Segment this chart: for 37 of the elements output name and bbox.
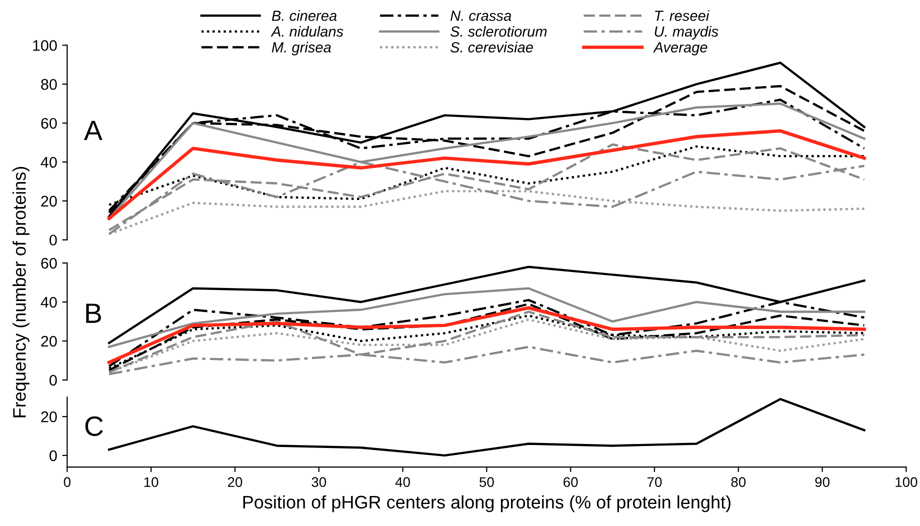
legend-label: T. reseei: [655, 10, 710, 21]
x-tick-label: 50: [480, 477, 494, 488]
x-tick-label: 80: [731, 477, 746, 488]
x-tick-label: 70: [647, 477, 662, 488]
legend-label: M. grisea: [272, 42, 331, 56]
legend-label: B. cinerea: [272, 10, 337, 21]
legend-label: A. nidulans: [270, 26, 344, 37]
y-tick-label: 80: [41, 79, 57, 90]
y-tick-label: 60: [41, 118, 57, 129]
y-tick-label: 0: [50, 374, 57, 386]
x-tick-label: 0: [64, 477, 70, 488]
annotation: C: [85, 416, 103, 436]
annotation: A: [84, 120, 102, 140]
y-tick-label: 20: [41, 196, 57, 207]
x-tick-label: 40: [395, 477, 410, 488]
legend-label: N. crassa: [450, 10, 512, 21]
y-tick-label: 40: [40, 296, 57, 308]
y-tick-label: 0: [50, 234, 57, 246]
legend-label: S. sclerotiorum: [450, 26, 547, 37]
x-tick-label: 20: [228, 477, 242, 488]
x-tick-label: 10: [144, 477, 158, 488]
x-tick-label: 90: [815, 477, 830, 488]
y-tick-label: 40: [40, 156, 57, 168]
legend-label: U. maydis: [654, 26, 718, 40]
y-tick-label: 60: [41, 258, 57, 269]
x-tick-label: 60: [564, 477, 578, 488]
y-tick-label: 20: [41, 411, 57, 422]
y-tick-label: 0: [50, 450, 57, 462]
y-tick-label: 100: [33, 40, 57, 51]
annotation: B: [86, 304, 101, 323]
y-tick-label: 20: [41, 336, 57, 347]
x-tick-label: 30: [312, 477, 326, 488]
legend-label: Average: [653, 42, 708, 56]
legend-label: S. cerevisiae: [450, 42, 533, 52]
y-axis-title: Frequency (number of proteins): [12, 166, 30, 418]
x-axis-title: Position of pHGR centers along proteins (% of protein lenght): [243, 495, 730, 512]
x-tick-label: 100: [896, 477, 918, 488]
